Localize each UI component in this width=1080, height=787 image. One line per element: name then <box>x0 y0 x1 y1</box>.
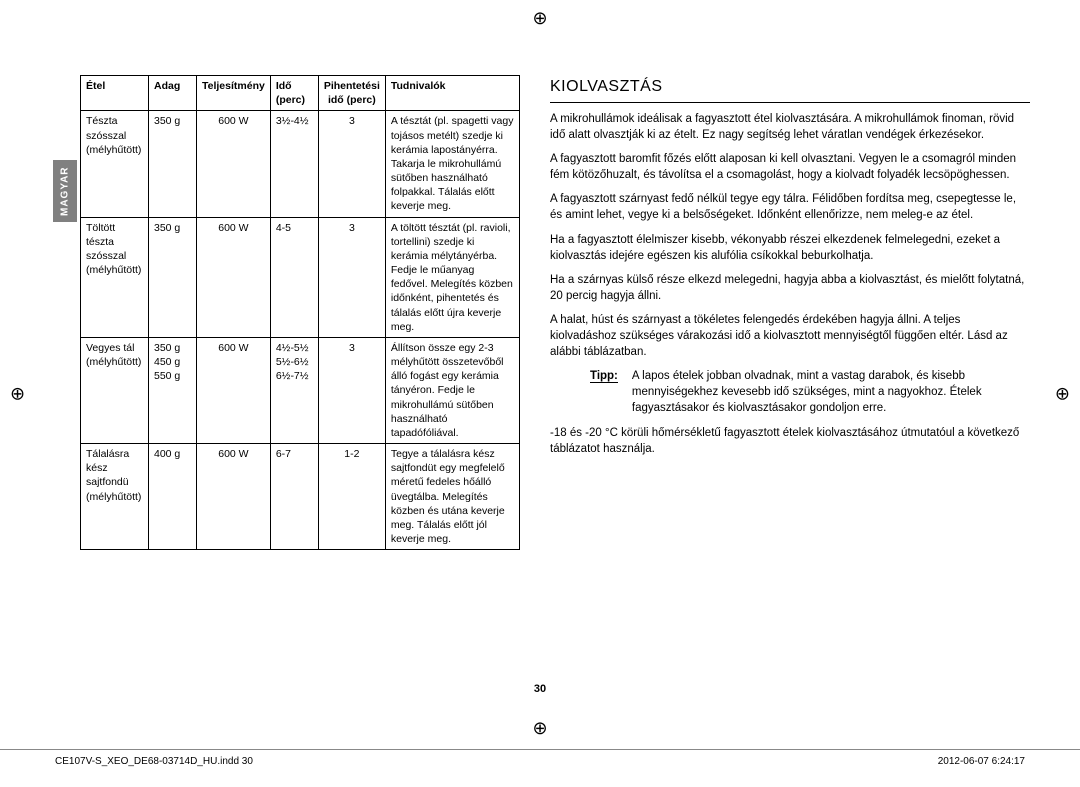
cell-ido: 6-7 <box>270 444 318 550</box>
page-number: 30 <box>534 683 546 695</box>
table-header-row: Étel Adag Teljesítmény Idő (perc) Pihent… <box>81 76 520 111</box>
cell-ido: 3½-4½ <box>270 111 318 217</box>
cell-ido: 4½-5½ 5½-6½ 6½-7½ <box>270 337 318 443</box>
cell-telj: 600 W <box>197 444 271 550</box>
cell-adag: 350 g 450 g 550 g <box>149 337 197 443</box>
cell-adag: 350 g <box>149 111 197 217</box>
cell-pih: 1-2 <box>318 444 385 550</box>
cell-etel: Tálalásra kész sajtfondü (mélyhűtött) <box>81 444 149 550</box>
table-row: Töltött tészta szósszal (mélyhűtött)350 … <box>81 217 520 337</box>
cooking-table: Étel Adag Teljesítmény Idő (perc) Pihent… <box>80 75 520 550</box>
th-telj: Teljesítmény <box>197 76 271 111</box>
footer: CE107V-S_XEO_DE68-03714D_HU.indd 30 2012… <box>0 749 1080 767</box>
cell-etel: Vegyes tál (mélyhűtött) <box>81 337 149 443</box>
cell-pih: 3 <box>318 111 385 217</box>
cell-adag: 350 g <box>149 217 197 337</box>
cell-telj: 600 W <box>197 337 271 443</box>
tip-label: Tipp: <box>590 368 618 383</box>
table-row: Tészta szósszal (mélyhűtött)350 g600 W3½… <box>81 111 520 217</box>
table-row: Tálalásra kész sajtfondü (mélyhűtött)400… <box>81 444 520 550</box>
footer-file: CE107V-S_XEO_DE68-03714D_HU.indd 30 <box>55 756 253 767</box>
cell-etel: Töltött tészta szósszal (mélyhűtött) <box>81 217 149 337</box>
cell-telj: 600 W <box>197 217 271 337</box>
th-tud: Tudnivalók <box>385 76 519 111</box>
th-adag: Adag <box>149 76 197 111</box>
body-paragraph: Ha a fagyasztott élelmiszer kisebb, véko… <box>550 232 1030 264</box>
body-paragraph: A fagyasztott szárnyast fedő nélkül tegy… <box>550 191 1030 223</box>
body-paragraph: Ha a szárnyas külső része elkezd meleged… <box>550 272 1030 304</box>
language-tab: MAGYAR <box>53 160 77 222</box>
th-ido: Idő (perc) <box>270 76 318 111</box>
body-text: A mikrohullámok ideálisak a fagyasztott … <box>550 111 1030 360</box>
crop-mark-icon: ⊕ <box>10 383 25 404</box>
footer-timestamp: 2012-06-07 6:24:17 <box>938 756 1025 767</box>
cell-etel: Tészta szósszal (mélyhűtött) <box>81 111 149 217</box>
cell-tud: A töltött tésztát (pl. ravioli, tortelli… <box>385 217 519 337</box>
body-paragraph: A halat, húst és szárnyast a tökéletes f… <box>550 312 1030 360</box>
cell-tud: Állítson össze egy 2-3 mélyhűtött összet… <box>385 337 519 443</box>
tip-block: Tipp: A lapos ételek jobban olvadnak, mi… <box>590 368 1000 416</box>
body-paragraph: A mikrohullámok ideálisak a fagyasztott … <box>550 111 1030 143</box>
table-row: Vegyes tál (mélyhűtött)350 g 450 g 550 g… <box>81 337 520 443</box>
section-title: KIOLVASZTÁS <box>550 78 1030 96</box>
crop-mark-icon: ⊕ <box>532 8 547 29</box>
cell-tud: Tegye a tálalásra kész sajtfondüt egy me… <box>385 444 519 550</box>
post-tip-text: -18 és -20 °C körüli hőmérsékletű fagyas… <box>550 425 1030 457</box>
crop-mark-icon: ⊕ <box>1055 383 1070 404</box>
th-etel: Étel <box>81 76 149 111</box>
crop-mark-icon: ⊕ <box>532 718 547 739</box>
cell-ido: 4-5 <box>270 217 318 337</box>
cell-telj: 600 W <box>197 111 271 217</box>
cell-tud: A tésztát (pl. spagetti vagy tojásos met… <box>385 111 519 217</box>
title-rule <box>550 102 1030 103</box>
tip-text: A lapos ételek jobban olvadnak, mint a v… <box>632 368 1000 416</box>
cell-adag: 400 g <box>149 444 197 550</box>
th-pih: Pihentetési idő (perc) <box>318 76 385 111</box>
cell-pih: 3 <box>318 217 385 337</box>
body-paragraph: A fagyasztott baromfit főzés előtt alapo… <box>550 151 1030 183</box>
cell-pih: 3 <box>318 337 385 443</box>
